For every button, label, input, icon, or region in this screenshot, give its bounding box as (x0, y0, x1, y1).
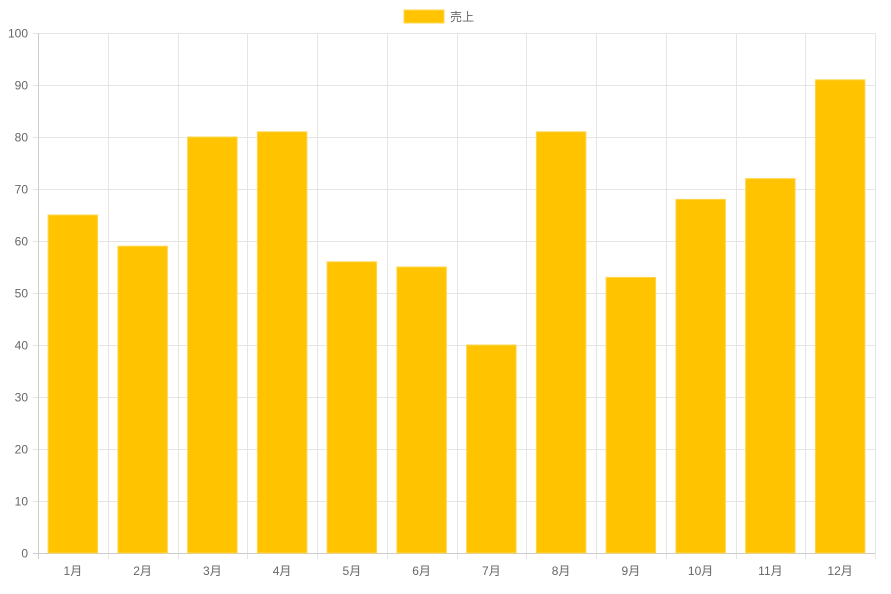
x-tick-label: 1月 (64, 564, 83, 578)
y-tick-label: 40 (15, 339, 29, 353)
bar-11[interactable] (745, 178, 796, 554)
x-tick-label: 10月 (688, 564, 713, 578)
y-tick-label: 0 (21, 547, 28, 561)
x-tick-label: 6月 (412, 564, 431, 578)
y-axis-tick-labels: 0 10 20 30 40 50 60 70 80 90 100 (8, 27, 28, 561)
x-tick-label: 2月 (133, 564, 152, 578)
x-tick-label: 4月 (273, 564, 292, 578)
y-tick-label: 100 (8, 27, 28, 41)
bar-12[interactable] (814, 79, 866, 554)
x-axis-tick-labels: 1月 2月 3月 4月 5月 6月 7月 8月 9月 10月 11月 12月 (64, 564, 853, 578)
legend-swatch[interactable] (403, 9, 445, 24)
legend-label-sales[interactable]: 売上 (450, 9, 474, 24)
x-tick-label: 12月 (827, 564, 852, 578)
bar-5[interactable] (326, 261, 378, 554)
y-tick-label: 80 (15, 131, 29, 145)
bar-2[interactable] (117, 245, 168, 554)
bar-8[interactable] (535, 131, 587, 554)
legend[interactable]: 売上 (403, 9, 474, 24)
bar-1[interactable] (47, 214, 99, 554)
y-tick-label: 90 (15, 79, 29, 93)
x-tick-label: 9月 (622, 564, 641, 578)
bar-10[interactable] (675, 198, 726, 554)
y-tick-label: 10 (15, 495, 29, 509)
x-tick-label: 5月 (343, 564, 362, 578)
y-tick-label: 70 (15, 183, 29, 197)
y-tick-label: 20 (15, 443, 29, 457)
bar-6[interactable] (396, 266, 447, 554)
axes (38, 33, 875, 554)
bar-3[interactable] (187, 136, 238, 554)
x-tick-label: 8月 (552, 564, 571, 578)
y-tick-label: 60 (15, 235, 29, 249)
bar-7[interactable] (466, 344, 517, 554)
y-tick-label: 30 (15, 391, 29, 405)
y-tick-label: 50 (15, 287, 29, 301)
bars (47, 79, 866, 554)
x-tick-label: 7月 (482, 564, 501, 578)
bar-4[interactable] (256, 131, 308, 554)
x-tick-label: 3月 (203, 564, 222, 578)
x-tick-label: 11月 (758, 564, 782, 578)
bar-9[interactable] (605, 276, 657, 554)
